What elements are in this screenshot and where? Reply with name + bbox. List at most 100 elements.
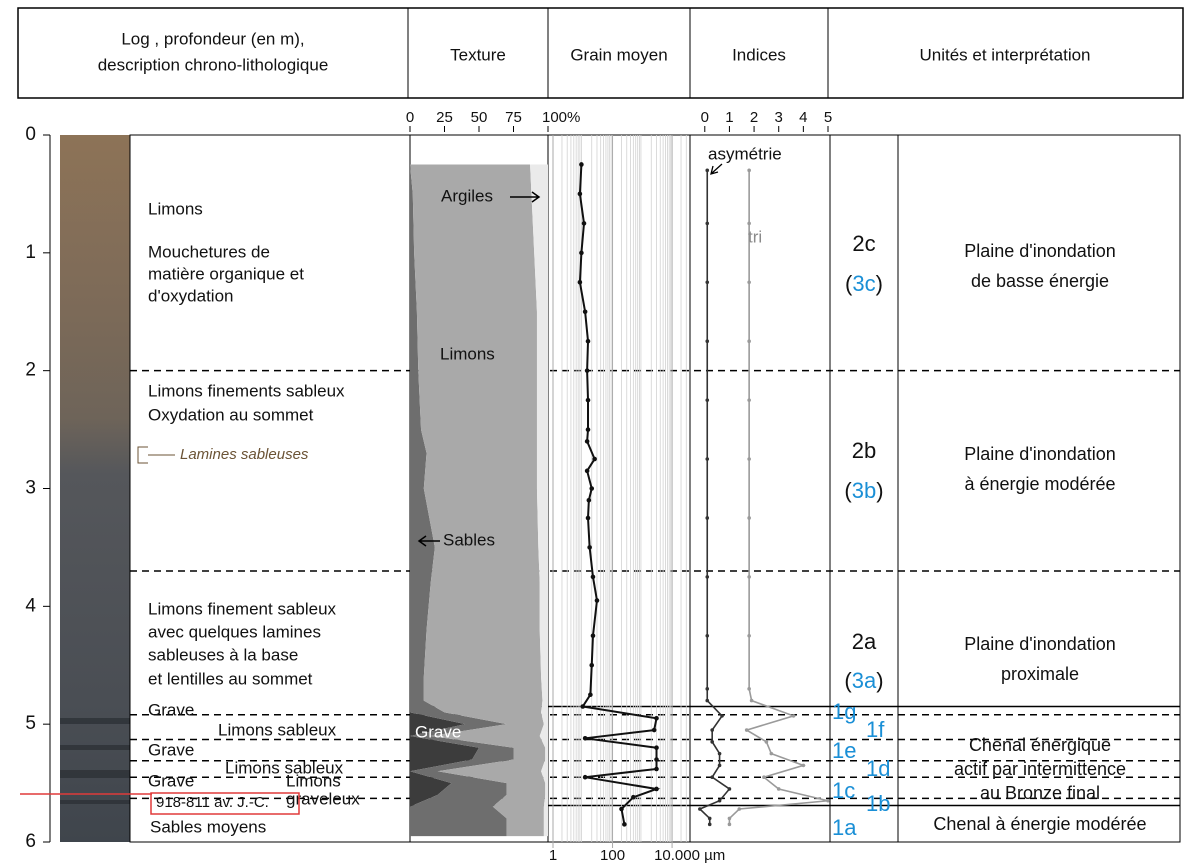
log-description: Grave — [148, 700, 194, 719]
indices-tick-label: 0 — [701, 109, 709, 126]
index-point — [747, 516, 751, 520]
grain-point — [619, 806, 624, 812]
grain-point — [586, 497, 592, 503]
interpretation: Plaine d'inondation — [964, 634, 1116, 654]
index-point — [747, 339, 751, 344]
grain-point — [590, 633, 596, 639]
core-streaks — [60, 718, 130, 804]
log-description: d'oxydation — [148, 286, 233, 305]
texture-tick-label: 75 — [505, 109, 522, 126]
unit-alt-part: ) — [876, 668, 883, 693]
index-point — [776, 787, 781, 791]
header-label: description chrono-lithologique — [98, 55, 329, 74]
indices-tick-label: 4 — [799, 109, 807, 126]
unit-code: 1f — [866, 717, 885, 742]
grain-point — [585, 515, 591, 521]
grain-point — [577, 279, 583, 285]
unit-code: 1c — [832, 778, 855, 803]
index-point — [747, 398, 751, 402]
header-label: Texture — [450, 45, 506, 64]
header-label: Unités et interprétation — [919, 45, 1090, 64]
interpretation: à énergie modérée — [964, 474, 1115, 494]
depth-tick-label: 6 — [25, 831, 36, 852]
grain-point — [585, 397, 591, 403]
index-point — [747, 221, 751, 226]
grain-point — [587, 545, 592, 550]
log-description: graveleux — [286, 789, 360, 808]
index-point — [705, 698, 710, 703]
depth-tick-label: 5 — [25, 713, 36, 734]
interpretation: Plaine d'inondation — [964, 241, 1116, 261]
unit-code: 1g — [832, 699, 856, 724]
grain-point — [585, 338, 591, 344]
interpretation: proximale — [1001, 664, 1079, 684]
index-point — [710, 740, 714, 744]
texture-area — [410, 164, 546, 837]
unit-alt: (3b) — [844, 478, 883, 503]
indices-tick-label: 3 — [775, 109, 783, 126]
index-point — [710, 728, 714, 732]
unit-alt-part: ( — [844, 668, 852, 693]
texture-tick-label: 0 — [406, 109, 414, 126]
texture-area — [530, 164, 548, 837]
unit-code: 1a — [832, 815, 857, 840]
texture-label: Limons — [440, 344, 495, 363]
log-description: et lentilles au sommet — [148, 669, 313, 688]
depth-tick-label: 2 — [25, 360, 36, 381]
indices-tick-label: 1 — [725, 109, 733, 126]
grain-tick-label: 10.000 µm — [654, 847, 725, 864]
log-description: Limons sableux — [225, 758, 344, 777]
interpretation: de basse énergie — [971, 271, 1109, 291]
log-description: Lamines sableuses — [180, 446, 309, 463]
content: Log , profondeur (en m), description chro… — [20, 29, 1180, 864]
interpretation: Chenal à énergie modérée — [933, 814, 1146, 834]
grain-point — [654, 766, 659, 772]
index-point — [707, 816, 712, 821]
index-line — [698, 170, 731, 825]
index-point — [769, 751, 774, 756]
index-point — [705, 339, 710, 344]
index-point — [705, 516, 710, 520]
interpretation: Chenal énergique — [969, 735, 1111, 755]
date-box — [150, 792, 300, 815]
grain-point — [590, 574, 596, 580]
unit-alt-part: 3a — [852, 668, 877, 693]
index-point — [705, 398, 710, 402]
grain-point — [580, 704, 586, 709]
index-point — [747, 575, 751, 579]
arrow — [710, 163, 723, 175]
grain-tick-label: 100 — [600, 847, 625, 864]
unit-code: 2b — [852, 438, 876, 463]
texture-tick-label: 50 — [471, 109, 488, 126]
unit-code: 2a — [852, 629, 877, 654]
grain-point — [592, 456, 597, 462]
log-description: Limons finement sableux — [148, 599, 337, 618]
header-frame — [17, 7, 1184, 99]
index-point — [737, 807, 742, 811]
log-description: Sables moyens — [150, 817, 266, 836]
unit-code: 1e — [832, 738, 856, 763]
grain-point — [582, 736, 588, 741]
grain-point — [579, 250, 584, 256]
index-point — [705, 687, 710, 691]
depth-tick-label: 4 — [25, 595, 36, 616]
index-point — [705, 168, 710, 173]
index-point — [747, 280, 751, 285]
interpretation: au Bronze final — [980, 783, 1100, 803]
core-photo — [60, 135, 130, 842]
depth-tick-label: 0 — [25, 124, 36, 145]
log-description: sableuses à la base — [148, 645, 298, 664]
log-description: Grave — [148, 771, 194, 790]
panel-frame — [129, 134, 1181, 843]
grain-point — [584, 368, 590, 373]
unit-code: 2c — [852, 231, 875, 256]
header-label: Grain moyen — [570, 45, 667, 64]
index-point — [791, 714, 796, 718]
arrow — [417, 535, 440, 547]
log-description: Grave — [148, 740, 194, 759]
unit-alt-part: 3c — [852, 271, 875, 296]
grain-point — [654, 745, 659, 751]
index-point — [747, 168, 751, 173]
texture-label: Grave — [415, 722, 461, 741]
grain-point — [654, 757, 659, 762]
